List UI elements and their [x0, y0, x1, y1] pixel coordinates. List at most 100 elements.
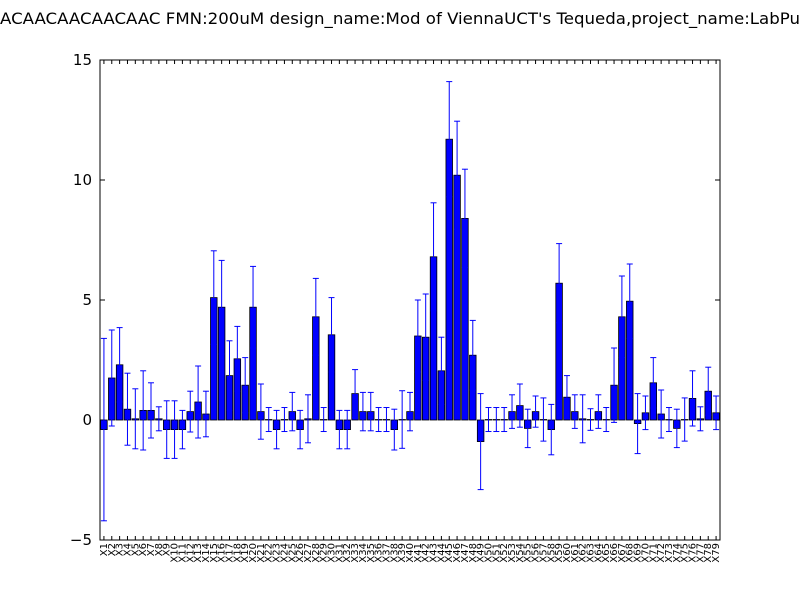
error-bar	[320, 407, 327, 433]
x-tick-label: X31	[334, 543, 345, 563]
error-bar	[438, 336, 445, 405]
error-bar	[383, 407, 390, 433]
error-bar	[697, 406, 704, 432]
x-tick-label: X68	[625, 543, 636, 563]
x-tick-label: X74	[672, 543, 683, 563]
x-tick-label: X2	[107, 543, 118, 556]
error-bar	[312, 277, 319, 356]
error-bar	[681, 397, 688, 442]
x-tick-label: X9	[162, 543, 173, 556]
x-tick-label: X70	[640, 543, 651, 563]
x-tick-label: X51	[491, 543, 502, 563]
error-bar	[257, 383, 264, 440]
x-tick-label: X44	[436, 543, 447, 563]
x-tick-label: X15	[209, 543, 220, 563]
error-bar	[626, 263, 633, 339]
x-tick-label: X35	[366, 543, 377, 563]
error-bar	[571, 394, 578, 429]
x-tick-label: X60	[562, 543, 573, 563]
error-bar	[273, 409, 280, 450]
x-tick-label: X58	[546, 543, 557, 563]
x-tick-label: X41	[413, 543, 424, 563]
x-tick-label: X67	[617, 543, 628, 563]
error-bar	[195, 365, 202, 439]
error-bar	[673, 408, 680, 449]
error-bar	[493, 407, 500, 433]
x-tick-label: X56	[531, 543, 542, 563]
error-bar	[155, 406, 162, 432]
error-bar	[116, 327, 123, 403]
x-tick-label: X13	[193, 543, 204, 563]
error-bar	[148, 382, 155, 439]
x-tick-label: X17	[224, 543, 235, 563]
x-tick-label: X46	[452, 543, 463, 563]
x-tick-label: X33	[350, 543, 361, 563]
x-tick-label: X37	[381, 543, 392, 563]
error-bar	[140, 370, 147, 451]
x-tick-label: X14	[201, 543, 212, 563]
error-bar	[250, 265, 257, 349]
error-bar	[430, 202, 437, 312]
x-tick-label: X42	[421, 543, 432, 563]
x-tick-label: X75	[680, 543, 691, 563]
y-tick-label: −5	[70, 531, 92, 549]
error-bar	[218, 259, 225, 355]
x-tick-label: X4	[122, 543, 133, 556]
error-bar	[705, 366, 712, 416]
x-tick-label: X3	[115, 543, 126, 556]
error-bar	[265, 407, 272, 433]
x-tick-label: X59	[554, 543, 565, 563]
error-bar	[281, 407, 288, 433]
error-bar	[289, 391, 296, 432]
y-tick-label: 5	[82, 291, 92, 309]
error-bar	[399, 390, 406, 449]
error-bar	[532, 395, 539, 428]
x-tick-label: X49	[476, 543, 487, 563]
error-bar	[234, 325, 241, 392]
x-tick-label: X63	[586, 543, 597, 563]
error-bar	[658, 389, 665, 439]
y-tick-label: 0	[82, 411, 92, 429]
error-bar	[202, 390, 209, 438]
x-tick-label: X39	[397, 543, 408, 563]
error-bar	[665, 407, 672, 433]
error-bar	[446, 81, 453, 198]
error-bar	[179, 409, 186, 450]
x-tick-label: X22	[264, 543, 275, 563]
error-bar	[461, 168, 468, 269]
error-bar	[187, 390, 194, 433]
error-bar	[587, 408, 594, 431]
error-bar	[618, 275, 625, 359]
x-tick-label: X6	[138, 543, 149, 556]
x-tick-label: X27	[303, 543, 314, 563]
x-tick-label: X16	[217, 543, 228, 563]
error-bar	[124, 372, 131, 446]
error-bar	[328, 297, 335, 373]
x-tick-label: X52	[499, 543, 510, 563]
error-bar	[454, 120, 461, 230]
x-tick-label: X62	[578, 543, 589, 563]
x-tick-label: X8	[154, 543, 165, 556]
x-tick-label: X53	[507, 543, 518, 563]
error-bar	[226, 340, 233, 411]
plot-frame	[99, 59, 721, 541]
x-tick-label: X72	[656, 543, 667, 563]
x-tick-label: X66	[609, 543, 620, 563]
error-bar	[422, 293, 429, 381]
x-tick-label: X61	[570, 543, 581, 563]
error-bar	[297, 409, 304, 450]
error-bar	[650, 357, 657, 409]
error-bar	[469, 319, 476, 391]
chart-title: ACAACAACAACAAC FMN:200uM design_name:Mod…	[0, 9, 800, 29]
y-tick-label: 15	[73, 51, 92, 69]
error-bar	[163, 400, 170, 459]
x-tick-label: X36	[374, 543, 385, 563]
x-tick-label: X19	[240, 543, 251, 563]
error-bar	[359, 391, 366, 432]
error-bar	[344, 409, 351, 450]
x-tick-label: X40	[405, 543, 416, 563]
y-tick-label: 10	[73, 171, 92, 189]
x-tick-label: X10	[170, 543, 181, 563]
error-bar	[375, 407, 382, 433]
